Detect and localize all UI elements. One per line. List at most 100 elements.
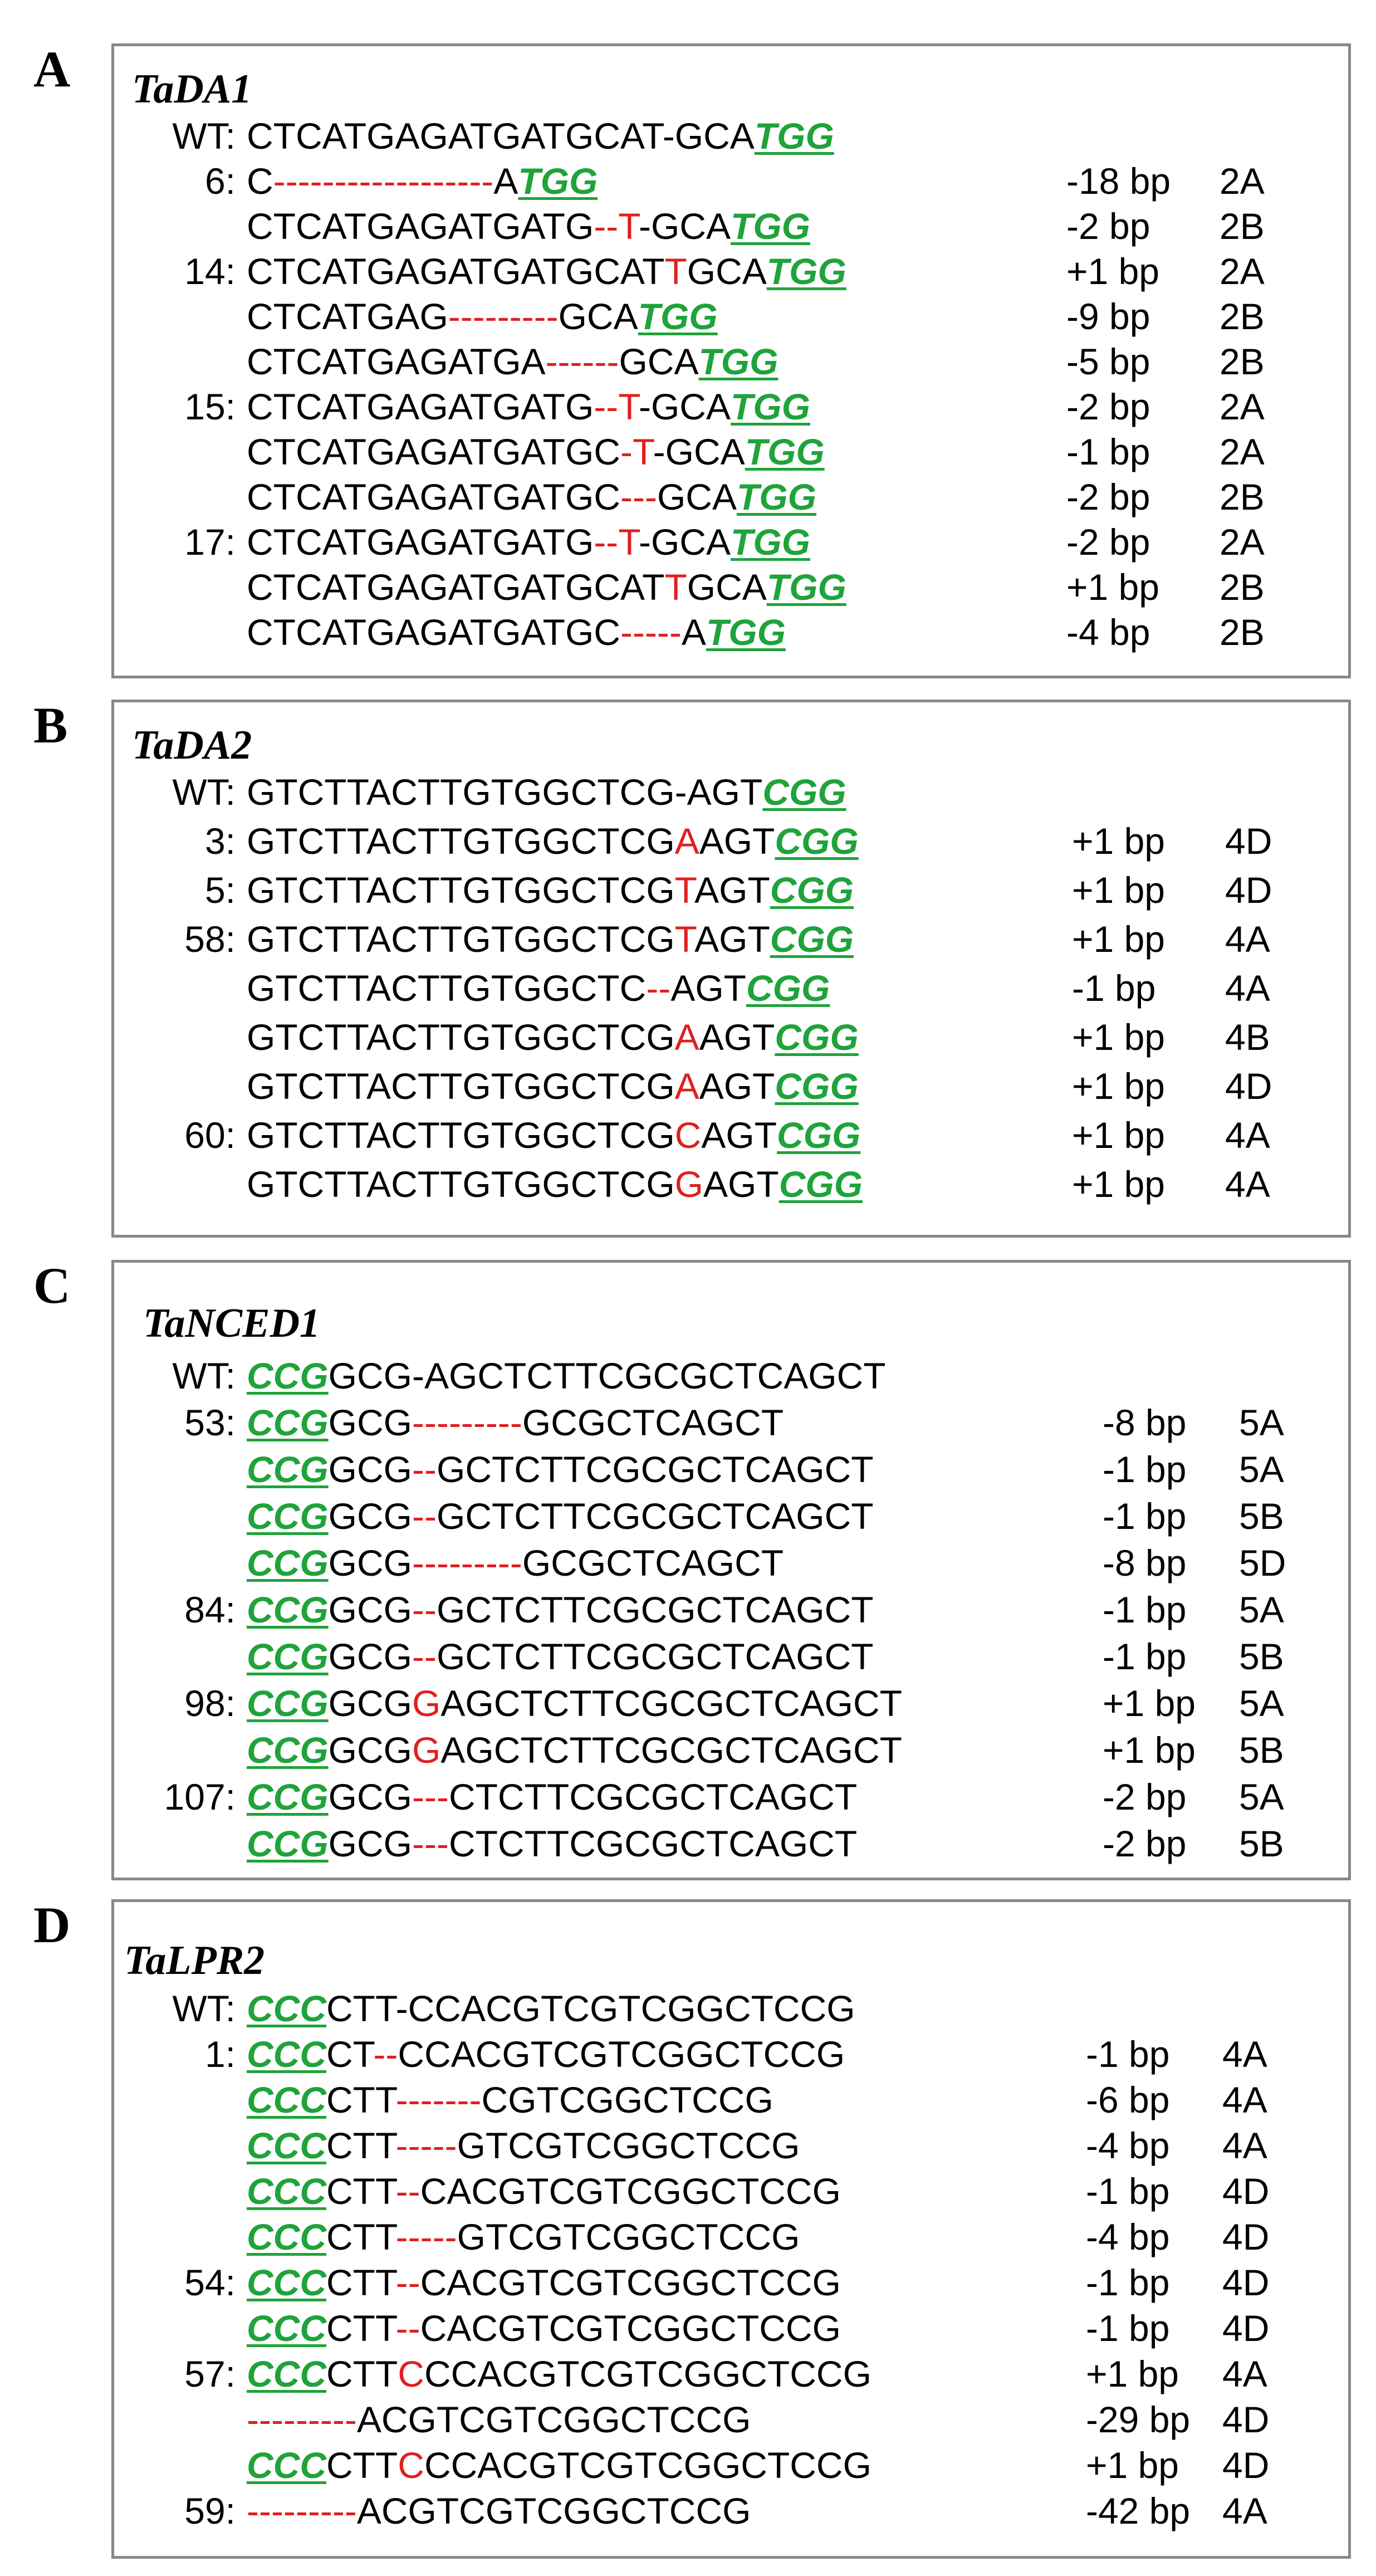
panel-letter-a: A [33, 41, 71, 97]
indel-size: -4 bp [1086, 2216, 1170, 2257]
alignment-row: GTCTTACTTGTGGCTCGAAGTCGG +1 bp 4D [114, 1063, 1348, 1109]
gap-dash: - [662, 115, 675, 157]
deletion-dashes: -- [412, 1449, 437, 1490]
indel-size: +1 bp [1072, 918, 1165, 960]
sequence: GTCTTACTTGTGGCTCGTAGTCGG [247, 916, 854, 962]
sequence-segment: CGTCGGCTCCG [481, 2079, 773, 2120]
sequence-segment: CTCATGAGATGATG [247, 206, 594, 247]
sequence-segment: GTCTTACTTGTGGCTCG [247, 820, 675, 862]
insertion-base: A [674, 1065, 699, 1107]
sequence-segment: GTCTTACTTGTGGCTCG [247, 1065, 675, 1107]
alignment-row: CTCATGAGATGATGC-T-GCATGG -1 bp 2A [114, 429, 1348, 475]
indel-size: -2 bp [1103, 1776, 1187, 1817]
sequence-segment: CACGTCGTCGGCTCCG [420, 2262, 841, 2303]
subgenome-label: 4D [1222, 2399, 1270, 2440]
sequence-segment: CTCATGAG [247, 296, 448, 337]
subgenome-label: 4D [1222, 2262, 1270, 2303]
gap-dash: - [638, 386, 651, 427]
insertion-base: T [674, 869, 695, 911]
sequence: CCGGCGGAGCTCTTCGCGCTCAGCT [247, 1727, 902, 1773]
sequence-segment: CTCATGAGATGATG [247, 521, 594, 563]
sequence-segment: GCG [328, 1636, 413, 1677]
indel-size: +1 bp [1072, 1115, 1165, 1156]
sequence: CCGGCG--GCTCTTCGCGCTCAGCT [247, 1634, 874, 1679]
indel-size: -4 bp [1086, 2125, 1170, 2166]
line-label: 6: [204, 160, 236, 202]
line-label: 15: [184, 386, 236, 427]
alignment-row: GTCTTACTTGTGGCTCGGAGTCGG +1 bp 4A [114, 1161, 1348, 1207]
subgenome-label: 5A [1239, 1402, 1284, 1443]
sequence: CCGGCG--GCTCTTCGCGCTCAGCT [247, 1493, 874, 1539]
sequence: CCCCTTCCCACGTCGTCGGCTCCG [247, 2351, 871, 2397]
sequence-segment: CTCATGAGATGA [247, 341, 546, 382]
subgenome-label: 2A [1220, 251, 1265, 292]
sequence-segment: GTCTTACTTGTGGCTCG [247, 1164, 675, 1205]
alignment-row: 58: GTCTTACTTGTGGCTCGTAGTCGG +1 bp 4A [114, 916, 1348, 962]
subgenome-label: 4D [1222, 2445, 1270, 2486]
line-label: 59: [184, 2490, 236, 2531]
line-label: 57: [184, 2353, 236, 2394]
sequence-segment: AGT [694, 869, 770, 911]
alignment-row: 14: CTCATGAGATGATGCATTGCATGG +1 bp 2A [114, 248, 1348, 294]
alignment-row: CCCCTT-----GTCGTCGGCTCCG -4 bp 4D [114, 2214, 1348, 2260]
subgenome-label: 4A [1222, 2079, 1267, 2120]
sequence-segment: GTCTTACTTGTGGCTCG [247, 1115, 675, 1156]
subgenome-label: 4A [1222, 2125, 1267, 2166]
deletion-dashes: --- [620, 476, 657, 517]
indel-size: +1 bp [1072, 820, 1165, 862]
indel-size: -8 bp [1103, 1542, 1187, 1583]
pam-site: TGG [766, 566, 846, 608]
deletion-dashes: -- [395, 2308, 420, 2349]
gap-dash: - [638, 521, 651, 563]
alignment-row: CCGGCG--GCTCTTCGCGCTCAGCT -1 bp 5B [114, 1634, 1348, 1679]
pam-site: TGG [731, 386, 810, 427]
pam-site: CGG [762, 771, 846, 813]
sequence: CCGGCG--GCTCTTCGCGCTCAGCT [247, 1587, 874, 1632]
sequence: CTCATGAGATGATGCATTGCATGG [247, 564, 846, 610]
pam-site: CCC [247, 1988, 326, 2029]
deletion-dashes: ----- [395, 2216, 457, 2257]
gene-name: TaDA1 [132, 66, 252, 112]
panel-c: TaNCED1 WT: CCGGCG-AGCTCTTCGCGCTCAGCT 53: C… [111, 1260, 1351, 1880]
sequence-segment: AGT [699, 1065, 775, 1107]
deletion-dashes: -- [594, 206, 619, 247]
sequence: CCCCTT--CACGTCGTCGGCTCCG [247, 2260, 841, 2305]
sequence: CCGGCGGAGCTCTTCGCGCTCAGCT [247, 1680, 902, 1726]
alignment-row: CTCATGAGATGATG--T-GCATGG -2 bp 2B [114, 203, 1348, 249]
deletion-dashes: --------- [247, 2490, 357, 2531]
line-label: WT: [172, 1988, 236, 2029]
sequence-segment: GCA [665, 431, 745, 472]
subgenome-label: 4A [1225, 967, 1270, 1009]
alignment-row: CCCCTT-------CGTCGGCTCCG -6 bp 4A [114, 2077, 1348, 2123]
subgenome-label: 2B [1220, 296, 1265, 337]
deletion-dashes: -- [395, 2262, 420, 2303]
deletion-dashes: --- [412, 1823, 449, 1864]
pam-site: CCC [247, 2353, 326, 2394]
sequence-segment: CTT [326, 2171, 396, 2212]
insertion-base: T [674, 918, 695, 960]
sequence-segment: GCG [328, 1589, 413, 1630]
sequence-segment: AGT [687, 771, 763, 813]
deletion-dashes: -- [412, 1589, 437, 1630]
sequence: CCCCTTCCCACGTCGTCGGCTCCG [247, 2442, 871, 2488]
sequence-segment: CTT [326, 2125, 396, 2166]
deletion-dashes: - [620, 431, 633, 472]
sequence: CTCATGAGATGA------GCATGG [247, 339, 778, 384]
sequence: GTCTTACTTGTGGCTCGGAGTCGG [247, 1161, 863, 1207]
sequence-segment: CCACGTCGTCGGCTCCG [408, 1988, 855, 2029]
pam-site: TGG [754, 115, 834, 157]
subgenome-label: 5A [1239, 1683, 1284, 1724]
deletion-dashes: -- [395, 2171, 420, 2212]
sequence-segment: GCA [687, 566, 767, 608]
alignment-row: 54: CCCCTT--CACGTCGTCGGCTCCG -1 bp 4D [114, 2260, 1348, 2305]
indel-size: -1 bp [1103, 1589, 1187, 1630]
alignment-row: CCGGCG---------GCGCTCAGCT -8 bp 5D [114, 1540, 1348, 1586]
indel-size: +1 bp [1072, 1016, 1165, 1058]
sequence: CCCCTT-CCACGTCGTCGGCTCCG [247, 1986, 855, 2031]
sequence-segment: GCG [328, 1542, 413, 1583]
pam-site: CCC [247, 2445, 326, 2486]
indel-size: -2 bp [1103, 1823, 1187, 1864]
sequence-segment: C [247, 160, 273, 202]
sequence: GTCTTACTTGTGGCTCGAAGTCGG [247, 1014, 859, 1060]
line-label: 54: [184, 2262, 236, 2303]
